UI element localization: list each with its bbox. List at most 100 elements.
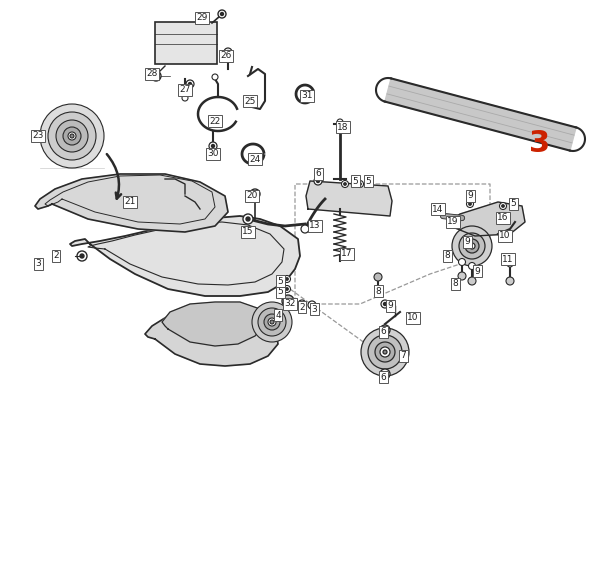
Circle shape xyxy=(188,83,191,86)
Text: 15: 15 xyxy=(242,227,254,236)
Text: 5: 5 xyxy=(352,176,358,185)
Circle shape xyxy=(227,51,229,53)
Circle shape xyxy=(250,189,260,199)
Circle shape xyxy=(70,134,74,138)
Circle shape xyxy=(359,183,361,185)
Circle shape xyxy=(218,10,226,18)
Text: 5: 5 xyxy=(277,277,283,285)
Circle shape xyxy=(48,112,96,160)
Circle shape xyxy=(383,372,387,376)
Circle shape xyxy=(221,13,223,15)
Circle shape xyxy=(317,180,320,183)
Text: 27: 27 xyxy=(179,86,191,95)
Circle shape xyxy=(268,318,276,326)
Circle shape xyxy=(246,217,250,221)
Circle shape xyxy=(368,335,402,369)
Circle shape xyxy=(459,233,485,259)
Circle shape xyxy=(286,288,288,290)
Circle shape xyxy=(314,177,322,185)
Polygon shape xyxy=(385,79,576,150)
Circle shape xyxy=(209,142,217,150)
Text: 6: 6 xyxy=(380,328,386,336)
Circle shape xyxy=(383,350,387,354)
Circle shape xyxy=(68,132,76,140)
Circle shape xyxy=(468,277,476,285)
Circle shape xyxy=(467,200,473,207)
Text: 6: 6 xyxy=(380,373,386,382)
Text: 19: 19 xyxy=(447,218,459,227)
Text: 4: 4 xyxy=(275,311,281,320)
Text: 3: 3 xyxy=(311,304,317,313)
Text: 23: 23 xyxy=(32,131,44,141)
Circle shape xyxy=(458,258,466,266)
FancyBboxPatch shape xyxy=(155,22,217,64)
Circle shape xyxy=(374,273,382,281)
Circle shape xyxy=(375,342,395,362)
Text: 9: 9 xyxy=(474,266,480,276)
Text: 3: 3 xyxy=(35,259,41,269)
Circle shape xyxy=(308,301,316,309)
Circle shape xyxy=(151,71,161,81)
Circle shape xyxy=(258,308,286,336)
Circle shape xyxy=(507,261,513,267)
Circle shape xyxy=(380,347,390,357)
Circle shape xyxy=(380,369,390,379)
Text: 10: 10 xyxy=(407,313,419,323)
Text: 9: 9 xyxy=(467,192,473,200)
Text: 11: 11 xyxy=(502,254,514,263)
Circle shape xyxy=(502,205,504,207)
Text: 8: 8 xyxy=(452,280,458,289)
Circle shape xyxy=(282,295,294,307)
Circle shape xyxy=(77,251,87,261)
Text: 14: 14 xyxy=(433,204,443,214)
Polygon shape xyxy=(35,174,228,232)
Text: 13: 13 xyxy=(309,222,321,231)
Circle shape xyxy=(252,302,292,342)
Text: 25: 25 xyxy=(244,96,256,106)
Circle shape xyxy=(182,95,188,101)
Polygon shape xyxy=(306,181,392,216)
Circle shape xyxy=(154,74,158,78)
Circle shape xyxy=(469,262,476,270)
Circle shape xyxy=(264,314,280,330)
Circle shape xyxy=(284,276,290,282)
Circle shape xyxy=(381,300,389,308)
Text: 21: 21 xyxy=(124,197,136,207)
Text: 31: 31 xyxy=(301,91,313,100)
Circle shape xyxy=(469,203,471,205)
Circle shape xyxy=(298,300,306,308)
Circle shape xyxy=(56,120,88,152)
Circle shape xyxy=(361,328,409,376)
Circle shape xyxy=(270,320,274,324)
Circle shape xyxy=(344,183,346,185)
Text: 9: 9 xyxy=(387,301,393,311)
Text: 20: 20 xyxy=(247,192,257,200)
Text: 26: 26 xyxy=(220,52,232,60)
Circle shape xyxy=(301,225,309,233)
Text: 28: 28 xyxy=(146,69,158,79)
Circle shape xyxy=(506,277,514,285)
Polygon shape xyxy=(145,306,278,366)
Circle shape xyxy=(40,104,104,168)
Text: 8: 8 xyxy=(375,286,381,296)
Circle shape xyxy=(337,119,343,125)
Circle shape xyxy=(383,302,386,305)
Text: 2: 2 xyxy=(53,251,59,261)
Circle shape xyxy=(63,127,81,145)
Polygon shape xyxy=(162,302,265,346)
Circle shape xyxy=(383,328,387,332)
Text: 16: 16 xyxy=(497,214,509,223)
Circle shape xyxy=(186,80,194,88)
Circle shape xyxy=(356,180,364,188)
Text: 24: 24 xyxy=(250,154,260,164)
Text: 10: 10 xyxy=(499,231,511,241)
Circle shape xyxy=(80,254,84,258)
Circle shape xyxy=(499,203,506,210)
Circle shape xyxy=(380,325,390,335)
Text: 8: 8 xyxy=(444,251,450,261)
Polygon shape xyxy=(448,202,525,236)
Text: 2: 2 xyxy=(299,302,305,312)
Text: 3: 3 xyxy=(529,130,551,158)
Text: 9: 9 xyxy=(464,238,470,246)
Text: 6: 6 xyxy=(315,169,321,179)
